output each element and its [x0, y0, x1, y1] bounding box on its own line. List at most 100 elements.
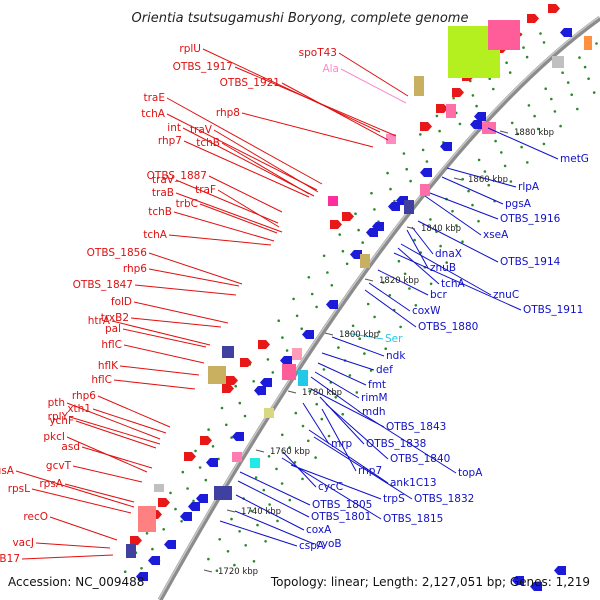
- track-dot: [388, 294, 392, 297]
- forward-gene-label: rhp6: [72, 390, 96, 402]
- forward-gene-arrow: [527, 14, 539, 23]
- track-dot: [307, 276, 311, 279]
- track-dot: [192, 499, 195, 503]
- gene-block: [584, 36, 592, 50]
- reverse-gene-leader-line: [441, 176, 504, 205]
- track-dot: [467, 189, 470, 193]
- reverse-gene-arrow: [366, 228, 378, 237]
- track-dot: [169, 491, 172, 495]
- track-dot: [300, 327, 304, 331]
- track-dot: [145, 532, 149, 535]
- track-dot: [338, 233, 342, 236]
- reverse-gene-label: mrp: [331, 438, 353, 450]
- forward-gene-label: tpr1B17: [0, 553, 20, 565]
- forward-gene-leader-line: [202, 48, 381, 133]
- reverse-gene-label: znuB: [430, 262, 456, 274]
- track-dot: [373, 315, 376, 319]
- track-dot: [345, 262, 349, 266]
- track-dot: [576, 107, 579, 111]
- track-dot: [505, 61, 508, 64]
- forward-gene-leader-line: [130, 317, 222, 328]
- topology-text: Topology: linear; Length: 2,127,051 bp; …: [270, 575, 590, 589]
- forward-gene-arrow: [222, 384, 234, 393]
- tick-mark: [324, 332, 334, 336]
- gene-block: [328, 196, 338, 206]
- track-dot: [471, 203, 474, 207]
- track-dot: [566, 81, 570, 84]
- track-dot: [363, 352, 366, 355]
- track-dot: [162, 528, 165, 531]
- track-dot: [544, 87, 547, 90]
- reverse-gene-label: metG: [560, 153, 589, 165]
- track-dot: [320, 417, 324, 421]
- track-dot: [471, 94, 475, 97]
- reverse-gene-arrow: [254, 386, 266, 395]
- track-dot: [393, 199, 396, 203]
- track-dot: [384, 347, 388, 351]
- reverse-gene-arrow: [188, 502, 200, 511]
- track-dot: [419, 133, 422, 136]
- forward-gene-label: recO: [23, 511, 48, 523]
- track-dot: [181, 470, 185, 474]
- track-dot: [583, 65, 587, 69]
- reverse-gene-leader-line: [325, 403, 389, 460]
- track-dot: [292, 297, 295, 301]
- forward-gene-label: traV: [190, 124, 213, 136]
- track-dot: [355, 391, 359, 394]
- track-dot: [262, 488, 266, 492]
- track-dot: [334, 396, 338, 399]
- reverse-gene-label: cycC: [318, 481, 343, 493]
- reverse-gene-label: cspA: [299, 540, 325, 552]
- tick-mark: [499, 130, 509, 134]
- reverse-gene-leader-line: [377, 269, 429, 296]
- forward-gene-leader-line: [338, 52, 409, 97]
- track-dot: [488, 77, 492, 80]
- gene-block: [250, 458, 260, 468]
- gene-block: [208, 366, 226, 384]
- track-dot: [559, 124, 562, 128]
- track-dot: [520, 145, 523, 149]
- track-dot: [234, 384, 237, 388]
- track-dot: [174, 507, 177, 511]
- track-dot: [373, 208, 376, 211]
- forward-gene-leader-line: [221, 142, 310, 195]
- forward-gene-label: tchB: [148, 206, 172, 218]
- track-dot: [294, 411, 298, 415]
- gene-block: [446, 104, 456, 118]
- reverse-gene-leader-line: [310, 376, 361, 413]
- track-dot: [337, 346, 340, 349]
- track-dot: [366, 302, 370, 306]
- map-title: Orientia tsutsugamushi Boryong, complete…: [132, 11, 469, 26]
- track-dot: [455, 224, 458, 227]
- forward-gene-leader-line: [241, 112, 374, 148]
- track-dot: [267, 455, 271, 458]
- track-dot: [354, 212, 357, 215]
- track-dot: [315, 305, 318, 309]
- track-dot: [238, 401, 242, 405]
- forward-gene-arrow: [226, 376, 238, 385]
- reverse-gene-label: OTBS_1843: [386, 421, 446, 433]
- forward-gene-leader-line: [75, 420, 157, 449]
- gene-block: [386, 134, 396, 144]
- reverse-gene-arrow: [136, 572, 148, 581]
- track-dot: [264, 540, 267, 543]
- reverse-gene-label: OTBS_1838: [366, 438, 426, 450]
- reverse-gene-leader-line: [345, 332, 384, 340]
- track-dot: [322, 368, 326, 371]
- track-dot: [288, 446, 291, 449]
- reverse-gene-leader-line: [406, 229, 429, 269]
- tick-label: 1800 kbp: [339, 330, 379, 340]
- reverse-gene-leader-line: [417, 220, 499, 263]
- track-dot: [525, 55, 529, 59]
- forward-gene-label: pal: [105, 323, 121, 335]
- forward-gene-leader-line: [213, 129, 319, 193]
- forward-gene-label: OTBS_1887: [147, 170, 207, 182]
- forward-gene-leader-line: [133, 301, 229, 324]
- tick-mark: [226, 509, 236, 513]
- track-dot: [542, 41, 546, 44]
- reverse-gene-label: coxW: [412, 305, 441, 317]
- reverse-gene-arrow: [180, 512, 192, 521]
- forward-gene-label: OTBS_1917: [173, 61, 233, 73]
- track-dot: [322, 254, 326, 258]
- forward-gene-leader-line: [97, 395, 171, 428]
